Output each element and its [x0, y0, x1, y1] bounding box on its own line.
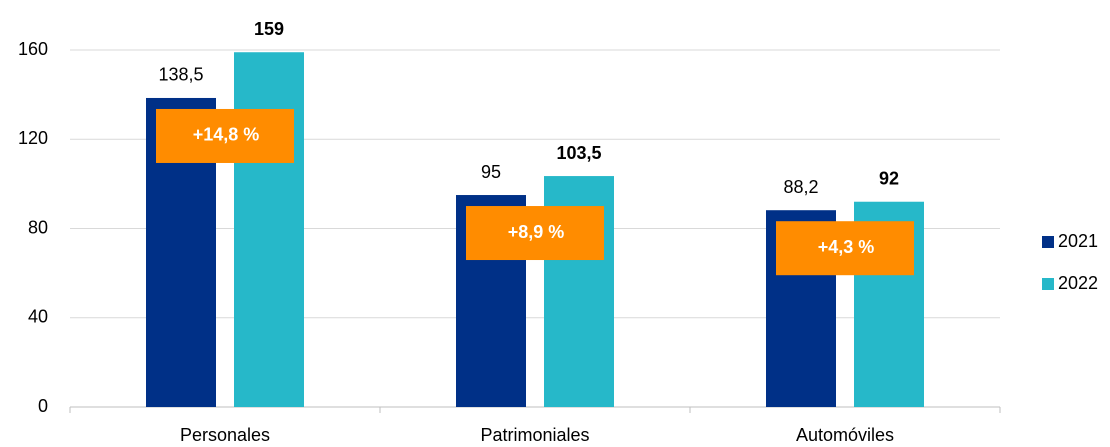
annotation: +8,9 % — [508, 222, 565, 242]
value-label: 95 — [481, 162, 501, 182]
bar — [234, 52, 304, 407]
annotation-box — [776, 221, 914, 276]
value-label: 138,5 — [158, 65, 203, 85]
legend-swatch — [1042, 236, 1054, 248]
y-tick-label: 80 — [28, 217, 48, 237]
y-tick-label: 120 — [18, 128, 48, 148]
legend-label: 2021 — [1058, 231, 1098, 251]
legend-swatch — [1042, 278, 1054, 290]
annotation-box — [466, 206, 604, 261]
legend-label: 2022 — [1058, 273, 1098, 293]
annotation: +14,8 % — [193, 125, 260, 145]
value-label: 92 — [879, 168, 899, 188]
annotation-box — [156, 108, 294, 163]
y-tick-label: 0 — [38, 396, 48, 416]
x-tick-label: Personales — [180, 425, 270, 445]
x-tick-label: Automóviles — [796, 425, 894, 445]
y-tick-label: 160 — [18, 39, 48, 59]
x-tick-label: Patrimoniales — [480, 425, 589, 445]
value-label: 103,5 — [556, 143, 601, 163]
value-label: 88,2 — [783, 177, 818, 197]
y-tick-label: 40 — [28, 307, 48, 327]
value-label: 159 — [254, 19, 284, 39]
annotation: +4,3 % — [818, 237, 875, 257]
